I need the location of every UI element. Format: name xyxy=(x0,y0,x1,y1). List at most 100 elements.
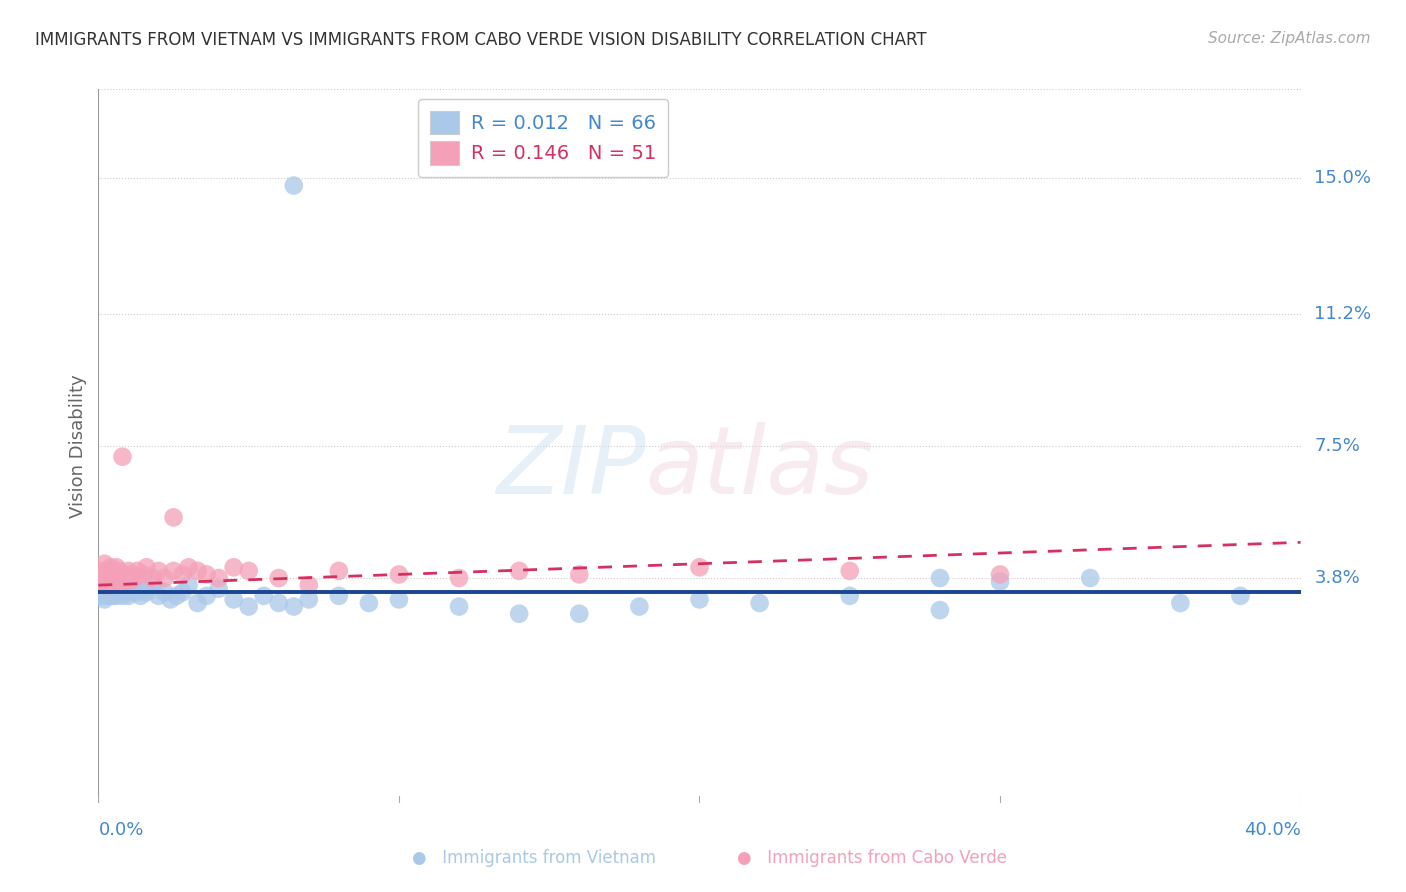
Text: 0.0%: 0.0% xyxy=(98,821,143,838)
Point xyxy=(298,578,321,592)
Point xyxy=(100,582,122,596)
Point xyxy=(388,592,411,607)
Point xyxy=(100,589,122,603)
Point xyxy=(117,589,139,603)
Point xyxy=(108,582,131,596)
Point xyxy=(124,571,146,585)
Point xyxy=(988,574,1011,589)
Text: ●   Immigrants from Vietnam: ● Immigrants from Vietnam xyxy=(412,849,657,867)
Point xyxy=(105,574,128,589)
Point xyxy=(153,571,176,585)
Point xyxy=(93,578,115,592)
Point xyxy=(508,564,530,578)
Point xyxy=(111,574,134,589)
Point xyxy=(929,603,952,617)
Point xyxy=(114,571,136,585)
Point xyxy=(135,585,157,599)
Point xyxy=(108,571,131,585)
Point xyxy=(568,567,591,582)
Text: 3.8%: 3.8% xyxy=(1315,569,1360,587)
Point xyxy=(132,567,155,582)
Point xyxy=(628,599,651,614)
Text: 15.0%: 15.0% xyxy=(1315,169,1371,187)
Point xyxy=(100,578,122,592)
Point xyxy=(187,596,209,610)
Point xyxy=(108,564,131,578)
Point xyxy=(148,589,170,603)
Point xyxy=(148,564,170,578)
Point xyxy=(153,585,176,599)
Point xyxy=(117,564,139,578)
Point xyxy=(283,599,305,614)
Point xyxy=(114,585,136,599)
Point xyxy=(100,560,122,574)
Text: Source: ZipAtlas.com: Source: ZipAtlas.com xyxy=(1208,31,1371,46)
Point xyxy=(508,607,530,621)
Point xyxy=(688,592,710,607)
Point xyxy=(929,571,952,585)
Point xyxy=(388,567,411,582)
Point xyxy=(208,571,231,585)
Point xyxy=(93,592,115,607)
Point xyxy=(162,564,184,578)
Text: ZIP: ZIP xyxy=(496,422,645,513)
Point xyxy=(166,589,188,603)
Text: 7.5%: 7.5% xyxy=(1315,437,1361,455)
Point xyxy=(127,564,149,578)
Point xyxy=(121,567,143,582)
Point xyxy=(177,578,200,592)
Point xyxy=(103,582,125,596)
Point xyxy=(172,567,194,582)
Point xyxy=(135,560,157,574)
Point xyxy=(357,596,380,610)
Point xyxy=(328,564,350,578)
Point xyxy=(1170,596,1192,610)
Point xyxy=(253,589,276,603)
Point xyxy=(117,574,139,589)
Text: atlas: atlas xyxy=(645,422,873,513)
Y-axis label: Vision Disability: Vision Disability xyxy=(69,374,87,518)
Point xyxy=(195,589,218,603)
Point xyxy=(111,578,134,592)
Point xyxy=(100,571,122,585)
Point xyxy=(988,567,1011,582)
Point xyxy=(688,560,710,574)
Text: IMMIGRANTS FROM VIETNAM VS IMMIGRANTS FROM CABO VERDE VISION DISABILITY CORRELAT: IMMIGRANTS FROM VIETNAM VS IMMIGRANTS FR… xyxy=(35,31,927,49)
Point xyxy=(447,599,470,614)
Point xyxy=(132,582,155,596)
Point xyxy=(187,564,209,578)
Point xyxy=(748,596,770,610)
Point xyxy=(129,589,152,603)
Point xyxy=(177,560,200,574)
Point xyxy=(208,582,231,596)
Point xyxy=(298,592,321,607)
Point xyxy=(568,607,591,621)
Point xyxy=(93,557,115,571)
Point xyxy=(283,178,305,193)
Point xyxy=(103,585,125,599)
Point xyxy=(96,564,118,578)
Text: 11.2%: 11.2% xyxy=(1315,305,1372,323)
Point xyxy=(96,578,118,592)
Point xyxy=(105,585,128,599)
Point xyxy=(105,567,128,582)
Point xyxy=(172,585,194,599)
Point xyxy=(238,564,260,578)
Point xyxy=(222,560,245,574)
Point xyxy=(108,585,131,599)
Point xyxy=(162,510,184,524)
Point xyxy=(103,578,125,592)
Point xyxy=(90,571,112,585)
Point xyxy=(93,582,115,596)
Point xyxy=(124,582,146,596)
Point xyxy=(1078,571,1101,585)
Point xyxy=(838,589,860,603)
Point xyxy=(195,567,218,582)
Point xyxy=(103,574,125,589)
Point xyxy=(328,589,350,603)
Point xyxy=(96,574,118,589)
Point xyxy=(1229,589,1251,603)
Point xyxy=(100,567,122,582)
Point xyxy=(96,571,118,585)
Point xyxy=(90,585,112,599)
